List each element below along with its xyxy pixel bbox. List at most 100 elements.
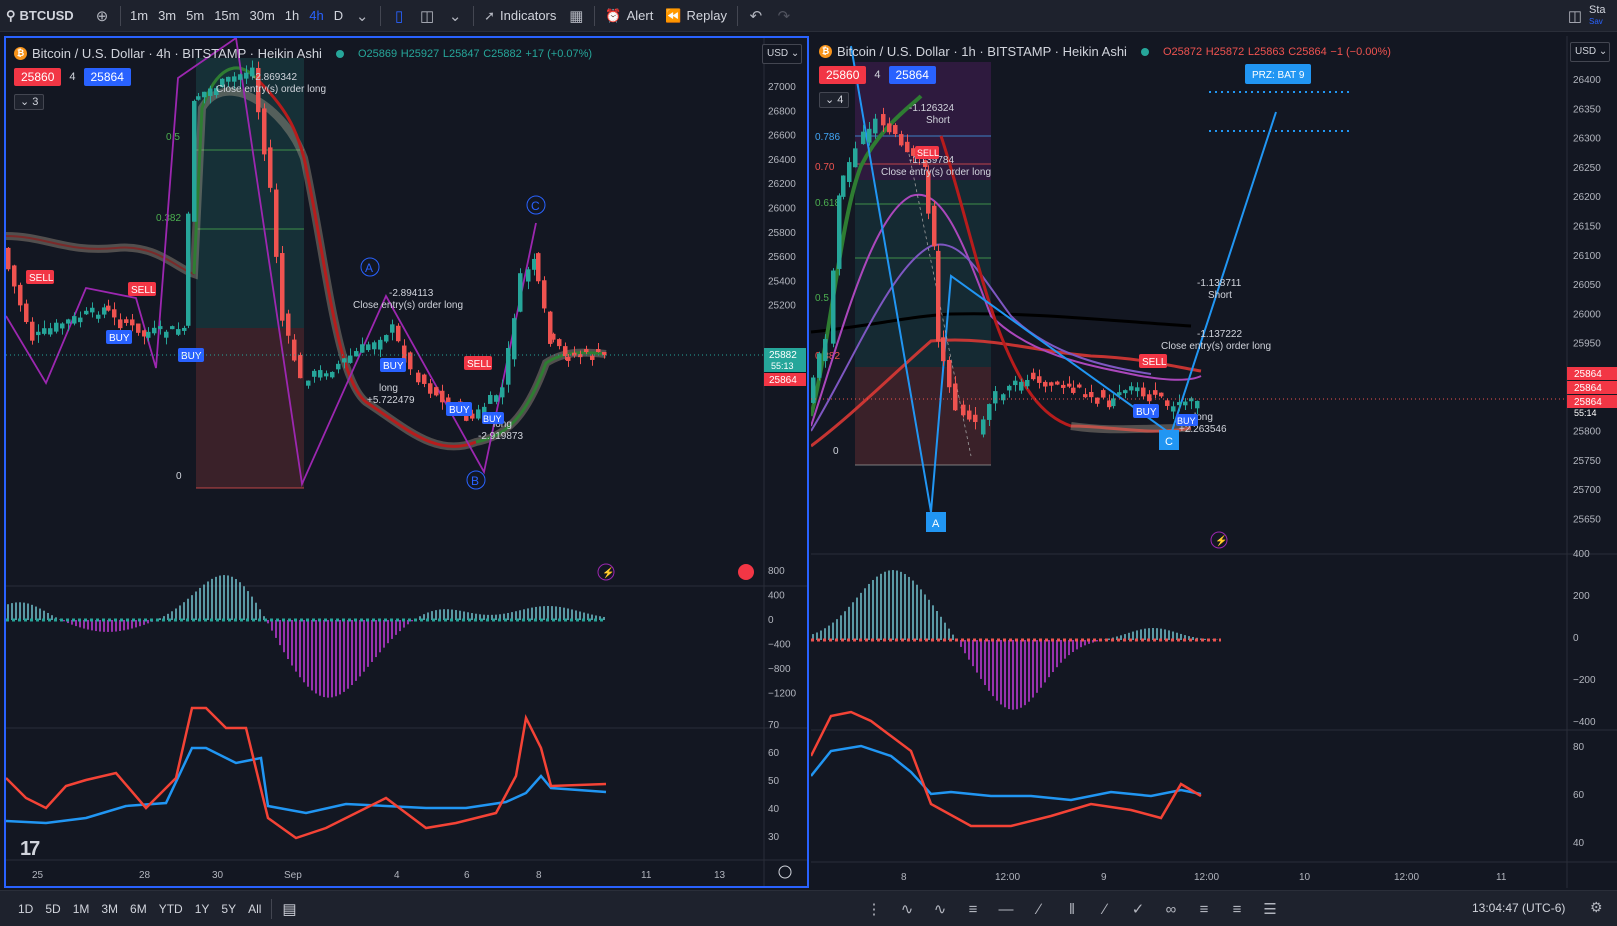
replay-button[interactable]: ⏪ Replay	[659, 0, 733, 32]
indicator-collapse-button[interactable]: ⌄ 3	[14, 94, 45, 110]
candle-body	[911, 148, 916, 156]
range-ytd[interactable]: YTD	[158, 901, 183, 916]
range-all[interactable]: All	[248, 901, 262, 916]
candle-body	[526, 269, 531, 282]
fib-retracement-icon[interactable]: ≡	[1199, 900, 1209, 918]
lightning-icon[interactable]	[1210, 531, 1228, 549]
gear-icon[interactable]: ⚙	[1590, 899, 1603, 915]
candle-body	[186, 213, 191, 326]
flag-icon[interactable]	[738, 564, 754, 580]
time-axis[interactable]: 25 28 30 Sep 4 6 8 11 13	[32, 870, 726, 881]
fib-extension-icon[interactable]: ≡	[1232, 900, 1242, 918]
alert-button[interactable]: ⏰ Alert	[599, 0, 659, 32]
trend-lines-icon[interactable]: ≡	[968, 900, 978, 918]
candle-body	[551, 333, 556, 340]
osc-axis-label: 400	[1573, 549, 1590, 560]
indicators-button[interactable]: ➚ Indicators	[478, 0, 562, 32]
indicator-collapse-button[interactable]: ⌄ 4	[819, 92, 850, 108]
rsi-axis-label: 60	[768, 748, 780, 759]
oscillator-histogram	[7, 575, 605, 698]
osc-axis[interactable]: 400 200 0 −200 −400	[1573, 549, 1596, 728]
compare-add-icon[interactable]: ⊕	[95, 7, 109, 25]
candle-body	[30, 321, 35, 341]
xabcd-pattern-icon[interactable]: ∿	[900, 901, 914, 918]
interval-30m[interactable]: 30m	[249, 8, 275, 23]
interval-1m[interactable]: 1m	[130, 8, 149, 23]
candle-body	[464, 413, 469, 421]
range-1m[interactable]: 1M	[72, 901, 90, 916]
horizontal-line-icon[interactable]: —	[998, 900, 1014, 918]
redo-icon[interactable]: ↷	[777, 7, 791, 25]
bid-button[interactable]: 25860	[819, 66, 867, 84]
fib-channel-icon[interactable]: ☰	[1263, 901, 1277, 918]
clock-label[interactable]: 13:04:47 (UTC-6)	[1472, 901, 1566, 915]
candle-body	[136, 323, 141, 333]
range-1d[interactable]: 1D	[18, 901, 34, 916]
chevron-down-icon[interactable]: ⌄	[355, 7, 369, 25]
save-button[interactable]: Sta Sav	[1589, 0, 1617, 32]
panel-toggle-icon[interactable]: ◫	[1567, 8, 1583, 25]
candle-body	[476, 409, 481, 419]
right-chart-title[interactable]: Bitcoin / U.S. Dollar · 1h · BITSTAMP · …	[837, 44, 1127, 59]
layout-icon[interactable]: ▦	[569, 7, 584, 25]
time-axis[interactable]: 8 12:00 9 12:00 10 12:00 11	[901, 872, 1507, 883]
interval-3m[interactable]: 3m	[158, 8, 177, 23]
price-axis-label: 26000	[768, 204, 796, 215]
currency-select[interactable]: USD ⌄	[1570, 42, 1610, 62]
left-chart-canvas[interactable]: 0.5 0.382 0 A B C -2.869342 Close entry(…	[6, 38, 807, 886]
price-axis[interactable]: 27000 26800 26600 26400 26200 26000 25800 25600…	[768, 82, 796, 312]
interval-4h[interactable]: 4h	[309, 8, 324, 23]
gann-fan-icon[interactable]: ∞	[1165, 900, 1177, 918]
elliott-wave-icon[interactable]: ✓	[1131, 901, 1145, 918]
candle-body	[953, 383, 958, 411]
right-chart-canvas[interactable]: 0.786 0.70 0.618 0.5 0.382 0 PRZ: BAT 9 …	[811, 36, 1617, 888]
currency-select[interactable]: USD ⌄	[762, 44, 802, 64]
interval-15m[interactable]: 15m	[214, 8, 240, 23]
undo-icon[interactable]: ↶	[749, 7, 763, 25]
range-5y[interactable]: 5Y	[221, 901, 237, 916]
ask-button[interactable]: 25864	[83, 68, 131, 86]
signal-buy: BUY	[1133, 404, 1159, 418]
candle-body	[1177, 402, 1182, 406]
range-3m[interactable]: 3M	[101, 901, 119, 916]
candle-body	[536, 253, 541, 282]
trade-text-label: Close entry(s) order long	[1161, 341, 1271, 352]
lightning-icon[interactable]	[597, 563, 615, 581]
price-axis[interactable]: 26400 26350 26300 26250 26200 26150 26100 26050…	[1573, 75, 1601, 526]
drag-handle-icon[interactable]: ⋮	[866, 901, 882, 918]
bar-style-icon[interactable]: ◫	[420, 7, 435, 25]
time-axis-label: 25	[32, 870, 44, 881]
candle-body	[1147, 394, 1152, 402]
ask-button[interactable]: 25864	[888, 66, 936, 84]
ma-line-purple	[811, 193, 1202, 427]
range-6m[interactable]: 6M	[130, 901, 147, 916]
svg-text:SELL: SELL	[29, 273, 54, 284]
abcd-pattern-icon[interactable]: ∿	[933, 901, 947, 918]
go-to-date-icon[interactable]: ▤	[282, 900, 297, 918]
osc-axis[interactable]: 800 400 0 −400 −800 −1200	[768, 566, 797, 700]
left-bid-ask: 25860 4 25864	[14, 68, 131, 86]
ray-icon[interactable]: ∕	[1037, 900, 1041, 918]
candle-body	[482, 406, 487, 417]
interval-1h[interactable]: 1h	[284, 8, 300, 23]
interval-5m[interactable]: 5m	[186, 8, 205, 23]
trend-line-icon[interactable]: ∕	[1103, 900, 1107, 918]
rsi-axis[interactable]: 80 60 40	[1573, 742, 1585, 849]
right-bid-ask: 25860 4 25864	[819, 66, 936, 84]
chevron-down-icon[interactable]: ⌄	[448, 7, 462, 25]
rsi-axis[interactable]: 70 60 50 40 30	[768, 720, 780, 843]
right-chart-pane[interactable]: 0.786 0.70 0.618 0.5 0.382 0 PRZ: BAT 9 …	[811, 36, 1617, 888]
symbol-search[interactable]: ⚲ BTCUSD	[0, 0, 88, 32]
bid-button[interactable]: 25860	[14, 68, 62, 86]
left-chart-title[interactable]: Bitcoin / U.S. Dollar · 4h · BITSTAMP · …	[32, 46, 322, 61]
parallel-channel-icon[interactable]: ‖	[1068, 900, 1076, 918]
candles-icon[interactable]: ▯	[394, 7, 404, 25]
trade-value-label: -1.138711	[1197, 278, 1242, 289]
left-chart-pane[interactable]: 0.5 0.382 0 A B C -2.869342 Close entry(…	[4, 36, 809, 888]
settings-gear-icon[interactable]	[778, 865, 792, 879]
candle-body	[1135, 387, 1140, 392]
range-5d[interactable]: 5D	[45, 901, 61, 916]
price-axis-label: 25750	[1573, 456, 1601, 467]
range-1y[interactable]: 1Y	[194, 901, 210, 916]
interval-d[interactable]: D	[333, 8, 344, 23]
